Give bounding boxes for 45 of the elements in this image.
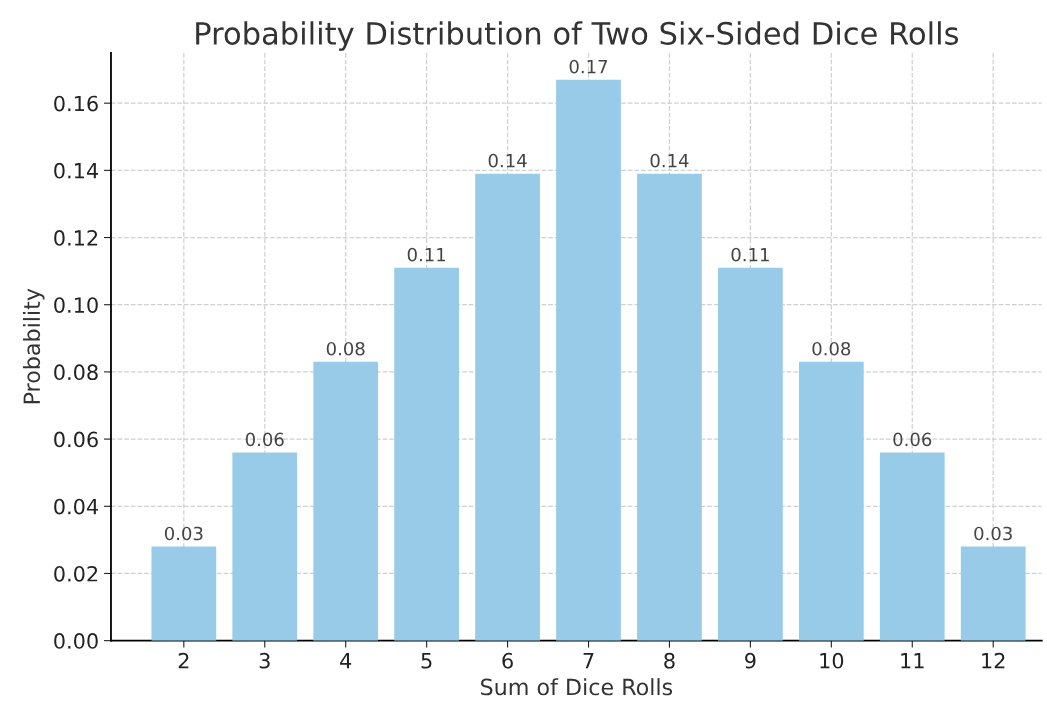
- x-tick-label: 10: [820, 652, 844, 669]
- data-label: 0.08: [326, 341, 365, 356]
- data-label: 0.03: [164, 526, 203, 541]
- y-tick-label: 0.16: [54, 95, 98, 112]
- y-tick-label: 0.00: [54, 633, 98, 649]
- bar: [960, 546, 1026, 641]
- data-label: 0.06: [893, 432, 932, 447]
- y-tick-label: 0.10: [54, 297, 98, 313]
- x-axis-title: Sum of Dice Rolls: [481, 678, 673, 696]
- bar: [394, 267, 460, 641]
- bar: [879, 452, 945, 641]
- data-label: 0.03: [974, 526, 1012, 541]
- y-tick-label: 0.12: [54, 230, 98, 246]
- y-tick-label: 0.08: [54, 364, 98, 381]
- y-tick-label: 0.06: [54, 431, 98, 448]
- bar: [637, 173, 702, 641]
- x-tick-label: 12: [982, 652, 1005, 669]
- data-label: 0.11: [407, 247, 446, 262]
- bar: [556, 79, 621, 641]
- bar: [718, 267, 783, 641]
- bar: [475, 173, 540, 641]
- bar: [151, 546, 217, 641]
- y-tick-label: 0.04: [54, 498, 99, 515]
- bar: [313, 361, 379, 641]
- bar: [232, 452, 298, 641]
- x-tick-label: 6: [502, 652, 513, 669]
- x-tick-label: 3: [259, 652, 270, 669]
- bar: [798, 361, 864, 641]
- y-axis-title: Probability: [22, 288, 45, 404]
- data-label: 0.17: [569, 59, 608, 74]
- data-label: 0.06: [245, 432, 284, 447]
- x-tick-label: 4: [340, 653, 352, 669]
- data-label: 0.14: [488, 153, 527, 168]
- x-tick-label: 7: [583, 653, 594, 669]
- data-label: 0.11: [731, 247, 769, 262]
- chart-title: Probability Distribution of Two Six-Sided Dice Rolls: [196, 21, 959, 51]
- x-tick-label: 9: [745, 652, 756, 669]
- x-tick-label: 2: [178, 652, 189, 669]
- x-tick-label: 11: [901, 653, 924, 669]
- y-tick-label: 0.14: [54, 162, 99, 179]
- data-label: 0.14: [650, 153, 689, 168]
- x-tick-label: 5: [421, 653, 432, 669]
- data-label: 0.08: [812, 341, 851, 356]
- x-tick-label: 8: [664, 652, 675, 669]
- y-tick-label: 0.02: [54, 565, 98, 582]
